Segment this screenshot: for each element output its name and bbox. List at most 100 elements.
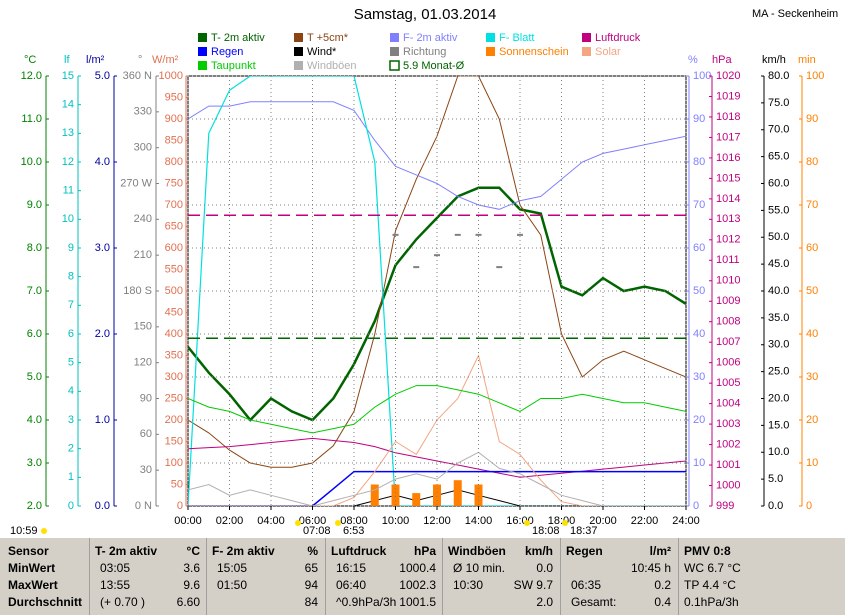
y-tick-label: 60 <box>806 242 818 254</box>
y-tick-label: 25.0 <box>768 366 789 378</box>
sun-icon <box>524 520 530 526</box>
y-tick-label: 2.0 <box>95 328 110 340</box>
direction-point <box>413 266 420 269</box>
y-tick-label: 40.0 <box>768 285 789 297</box>
legend-label: F- Blatt <box>499 32 534 44</box>
cell-value: 3.6 <box>183 561 200 575</box>
legend-swatch <box>390 47 399 56</box>
y-tick-label: 240 <box>134 213 152 225</box>
y-tick-label: 3 <box>68 414 74 426</box>
cell-value: 9.6 <box>183 578 200 592</box>
y-tick-label: 1016 <box>716 152 740 164</box>
x-tick-label: 00:00 <box>174 515 202 527</box>
y-tick-label: 1008 <box>716 316 740 328</box>
cell-text: 01:50 <box>217 578 248 592</box>
legend-label: Sonnenschein <box>499 46 569 58</box>
legend-swatch <box>389 60 400 71</box>
y-tick-label: 1015 <box>716 172 740 184</box>
column-separator <box>442 538 443 615</box>
legend-swatch <box>294 33 303 42</box>
sunshine-bar <box>453 480 462 506</box>
y-tick-label: 1010 <box>716 275 740 287</box>
series-line <box>188 470 686 506</box>
x-tick-label: 22:00 <box>631 515 659 527</box>
y-tick-label: 40 <box>806 328 818 340</box>
y-tick-label: 80.0 <box>768 70 789 82</box>
y-tick-label: 1007 <box>716 336 740 348</box>
y-tick-label: 650 <box>165 220 183 232</box>
legend-swatch <box>198 33 207 42</box>
y-tick-label: 150 <box>134 321 152 333</box>
sun-icon <box>562 520 568 526</box>
y-tick-label: 550 <box>165 263 183 275</box>
y-tick-label: 120 <box>134 357 152 369</box>
cell-value: 84 <box>304 595 318 609</box>
x-tick-label: 08:00 <box>340 515 368 527</box>
cell-text: ^0.9hPa/3h <box>336 595 397 609</box>
cell-value: 1002.3 <box>399 578 436 592</box>
legend-swatch <box>582 47 591 56</box>
y-tick-label: 900 <box>165 113 183 125</box>
time-annotation: 18:08 <box>532 525 560 537</box>
y-tick-label: 50 <box>171 478 183 490</box>
y-tick-label: 1.0 <box>95 414 110 426</box>
legend-label: Windböen <box>307 60 357 72</box>
sun-icon <box>335 520 341 526</box>
cell-value: 2.0 <box>536 595 553 609</box>
y-tick-label: 750 <box>165 177 183 189</box>
sunshine-bar <box>370 484 379 506</box>
y-tick-label: 100 <box>165 457 183 469</box>
y-tick-label: 60.0 <box>768 177 789 189</box>
y-tick-label: 7.0 <box>27 285 42 297</box>
direction-point <box>496 266 503 269</box>
axis-unit: % <box>688 54 698 66</box>
x-tick-label: 14:00 <box>465 515 493 527</box>
y-tick-label: 0 <box>68 500 74 512</box>
legend-swatch <box>582 33 591 42</box>
cell-text: WC 6.7 °C <box>684 561 741 575</box>
time-annotation: 6:53 <box>343 525 364 537</box>
legend-label: T +5cm* <box>307 32 349 44</box>
cell-value: 1000.4 <box>399 561 436 575</box>
y-tick-label: 65.0 <box>768 151 789 163</box>
legend-swatch <box>486 47 495 56</box>
column-title: Sensor <box>8 544 49 558</box>
axis-unit: °C <box>24 54 36 66</box>
y-tick-label: 45.0 <box>768 258 789 270</box>
y-tick-label: 700 <box>165 199 183 211</box>
cell-value: 6.60 <box>176 595 200 609</box>
time-annotation: 10:59 <box>10 525 38 537</box>
column-title: Windböen <box>448 544 506 558</box>
column-separator <box>560 538 561 615</box>
y-tick-label: 1013 <box>716 213 740 225</box>
y-tick-label: 0 <box>177 500 183 512</box>
y-tick-label: 5 <box>68 357 74 369</box>
column-unit: % <box>307 544 318 558</box>
cell-text: TP 4.4 °C <box>684 578 736 592</box>
y-tick-label: 0 <box>693 500 699 512</box>
column-unit: °C <box>186 544 200 558</box>
y-tick-label: 40 <box>693 328 705 340</box>
cell-text: 03:05 <box>100 561 131 575</box>
y-tick-label: 70 <box>806 199 818 211</box>
y-tick-label: 11.0 <box>21 113 42 125</box>
y-tick-label: 100 <box>693 70 711 82</box>
sunshine-bar <box>391 484 400 506</box>
y-tick-label: 20 <box>693 414 705 426</box>
series-line <box>188 101 686 210</box>
y-tick-label: 4.0 <box>27 414 42 426</box>
y-tick-label: 10.0 <box>768 446 789 458</box>
cell-value: 94 <box>304 578 318 592</box>
legend-label: T- 2m aktiv <box>211 32 265 44</box>
series-line <box>188 186 686 422</box>
y-tick-label: 300 <box>165 371 183 383</box>
y-tick-label: 80 <box>806 156 818 168</box>
y-tick-label: 4.0 <box>95 156 110 168</box>
y-tick-label: 4 <box>68 385 74 397</box>
legend-label: Richtung <box>403 46 446 58</box>
y-tick-label: 1006 <box>716 357 740 369</box>
legend-label: Regen <box>211 46 243 58</box>
y-tick-label: 600 <box>165 242 183 254</box>
row-label: MaxWert <box>8 578 58 592</box>
y-tick-label: 5.0 <box>27 371 42 383</box>
